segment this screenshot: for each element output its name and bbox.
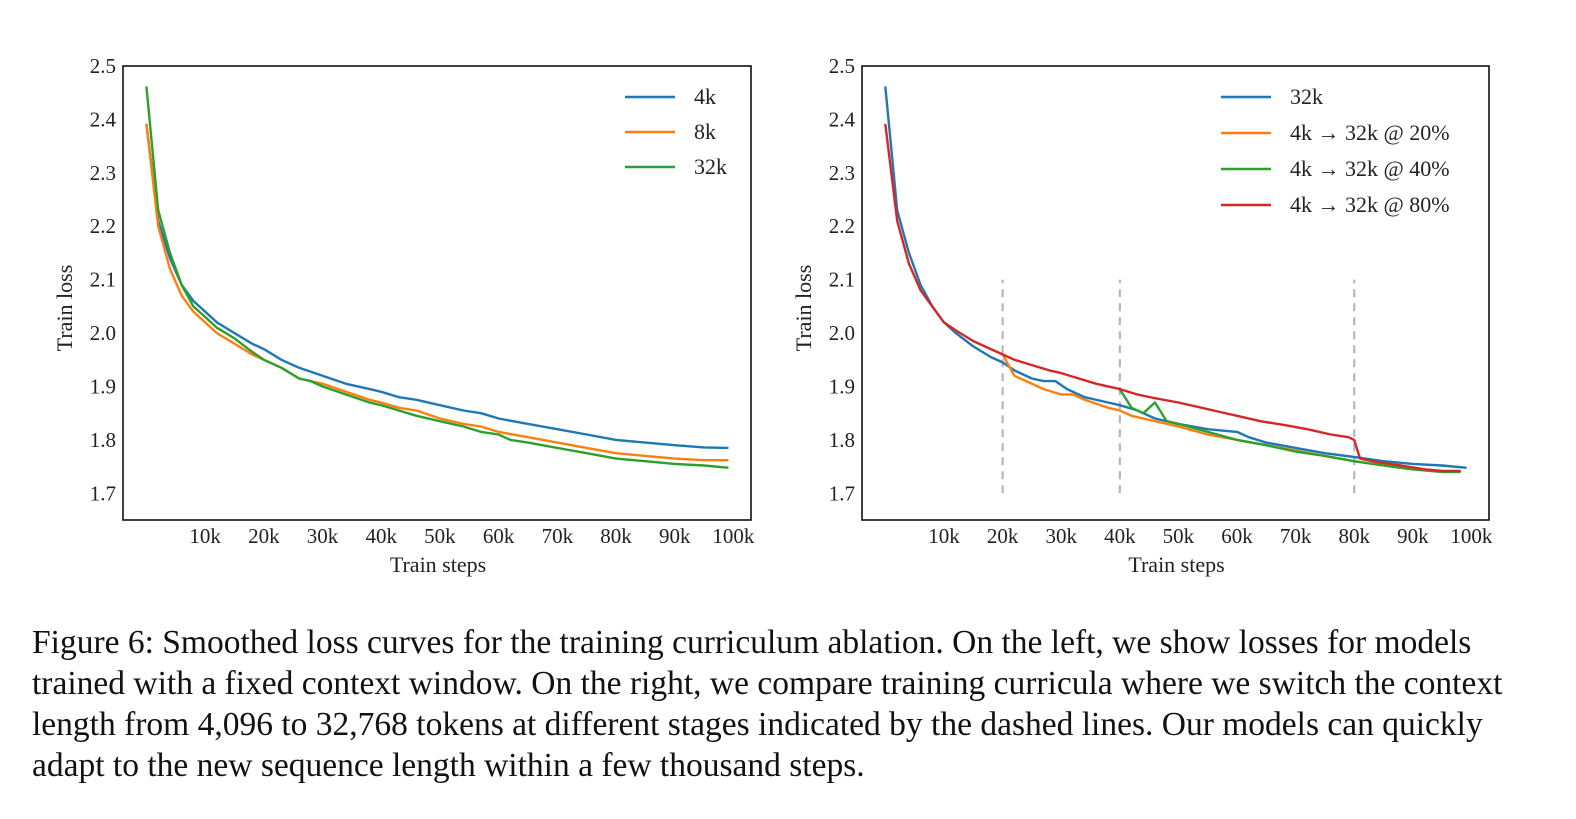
x-tick-label: 30k [307, 524, 339, 548]
y-tick-label: 2.5 [90, 54, 116, 78]
y-tick-label: 1.7 [90, 481, 116, 505]
x-tick-label: 20k [987, 524, 1019, 548]
x-tick-label: 90k [1397, 524, 1429, 548]
x-tick-label: 100k [1450, 524, 1493, 548]
y-tick-label: 2.2 [90, 214, 116, 238]
x-tick-label: 50k [1163, 524, 1195, 548]
y-axis-label: Train loss [52, 265, 77, 352]
x-axis-label: Train steps [390, 552, 486, 577]
legend-label: 4k → 32k @ 40% [1290, 156, 1450, 181]
x-tick-label: 10k [189, 524, 221, 548]
y-tick-label: 2.4 [90, 107, 117, 131]
y-tick-label: 2.5 [829, 54, 855, 78]
y-tick-label: 2.3 [829, 161, 855, 185]
figure-panels: 10k 20k 30k 40k 50k 60k 70k 80k 90k 100k 1.7 1.8 1.9… [52, 54, 1493, 577]
chart-panel-2: 10k 20k 30k 40k 50k 60k 70k 80k 90k 100k 1.7 1.8 1.9… [791, 54, 1493, 577]
y-tick-label: 2.3 [90, 161, 116, 185]
y-tick-label: 2.4 [829, 107, 856, 131]
legend-label: 4k [694, 84, 716, 109]
chart-panel-1: 10k 20k 30k 40k 50k 60k 70k 80k 90k 100k 1.7 1.8 1.9… [52, 54, 755, 577]
y-tick-label: 2.2 [829, 214, 855, 238]
y-tick-label: 2.0 [90, 321, 116, 345]
legend-label: 8k [694, 119, 716, 144]
series-line-3 [1118, 387, 1461, 474]
y-tick-label: 1.7 [829, 481, 855, 505]
y-tick-label: 2.0 [829, 321, 855, 345]
x-axis-label: Train steps [1128, 552, 1224, 577]
y-tick-label: 1.8 [90, 428, 116, 452]
x-tick-label: 40k [365, 524, 397, 548]
x-tick-label: 10k [928, 524, 960, 548]
legend: 4k 8k 32k [625, 84, 727, 179]
legend-label: 4k → 32k @ 80% [1290, 192, 1450, 217]
y-tick-label: 2.1 [829, 268, 855, 292]
x-tick-label: 80k [600, 524, 632, 548]
figure-caption: Figure 6: Smoothed loss curves for the t… [32, 624, 1503, 784]
legend-label: 4k → 32k @ 20% [1290, 120, 1450, 145]
x-tick-label: 70k [542, 524, 574, 548]
x-tick-label: 90k [659, 524, 691, 548]
plot-frame [861, 65, 1490, 521]
series-line-2 [1001, 353, 1461, 474]
x-tick-label: 30k [1045, 524, 1077, 548]
legend: 32k 4k → 32k @ 20% 4k → 32k @ 40% 4k → 32k … [1221, 84, 1450, 217]
series-line-3 [145, 86, 729, 469]
y-tick-label: 2.1 [90, 268, 116, 292]
y-tick-label: 1.8 [829, 428, 855, 452]
x-tick-label: 20k [248, 524, 280, 548]
x-tick-label: 60k [1221, 524, 1253, 548]
y-axis-label: Train loss [791, 265, 816, 352]
x-tick-label: 40k [1104, 524, 1136, 548]
x-tick-label: 60k [483, 524, 515, 548]
series-line-4 [884, 123, 1461, 473]
y-tick-label: 1.9 [90, 374, 116, 398]
series-line-2 [145, 123, 729, 462]
legend-label: 32k [694, 154, 727, 179]
y-tick-label: 1.9 [829, 374, 855, 398]
x-tick-label: 80k [1338, 524, 1370, 548]
x-tick-label: 100k [712, 524, 755, 548]
legend-label: 32k [1290, 84, 1323, 109]
x-tick-label: 70k [1280, 524, 1312, 548]
plot-frame [122, 65, 752, 521]
x-tick-label: 50k [424, 524, 456, 548]
series-line-1 [145, 123, 729, 450]
